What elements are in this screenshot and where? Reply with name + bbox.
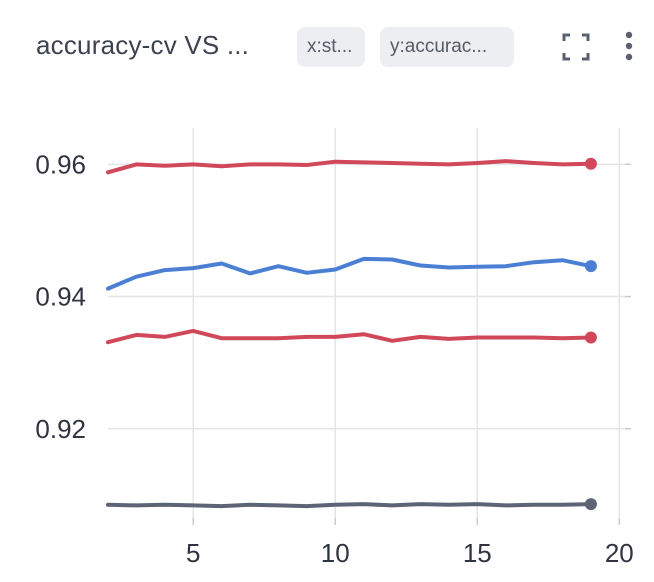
x-tick-label: 10 (321, 538, 350, 568)
chart-title: accuracy-cv VS ... (36, 30, 250, 60)
y-tick-label: 0.94 (35, 282, 86, 312)
x-tick-label: 15 (463, 538, 492, 568)
grid-lines (108, 128, 631, 525)
y-tick-label: 0.96 (35, 149, 86, 179)
axis-labels: 5 10 15 20 0.92 0.94 0.96 (35, 149, 633, 568)
series-end-point-1[interactable] (584, 157, 597, 170)
more-vertical-icon[interactable] (616, 30, 650, 64)
series-line-4[interactable] (106, 502, 593, 509)
series-end-point-3[interactable] (584, 331, 597, 344)
fullscreen-icon[interactable] (559, 30, 593, 64)
series-line-3[interactable] (106, 328, 593, 345)
x-tick-label: 5 (186, 538, 200, 568)
series-line-2[interactable] (106, 256, 593, 291)
series-end-point-4[interactable] (584, 498, 597, 511)
y-tick-label: 0.92 (35, 414, 86, 444)
x-axis-chip[interactable]: x:st... (297, 27, 365, 67)
series-layer (106, 157, 597, 511)
series-end-point-2[interactable] (584, 260, 597, 273)
chart-header: accuracy-cv VS ... x:st... y:accurac... (0, 0, 654, 100)
y-axis-chip[interactable]: y:accurac... (380, 27, 514, 67)
series-line-1[interactable] (106, 159, 593, 175)
x-tick-label: 20 (605, 538, 634, 568)
